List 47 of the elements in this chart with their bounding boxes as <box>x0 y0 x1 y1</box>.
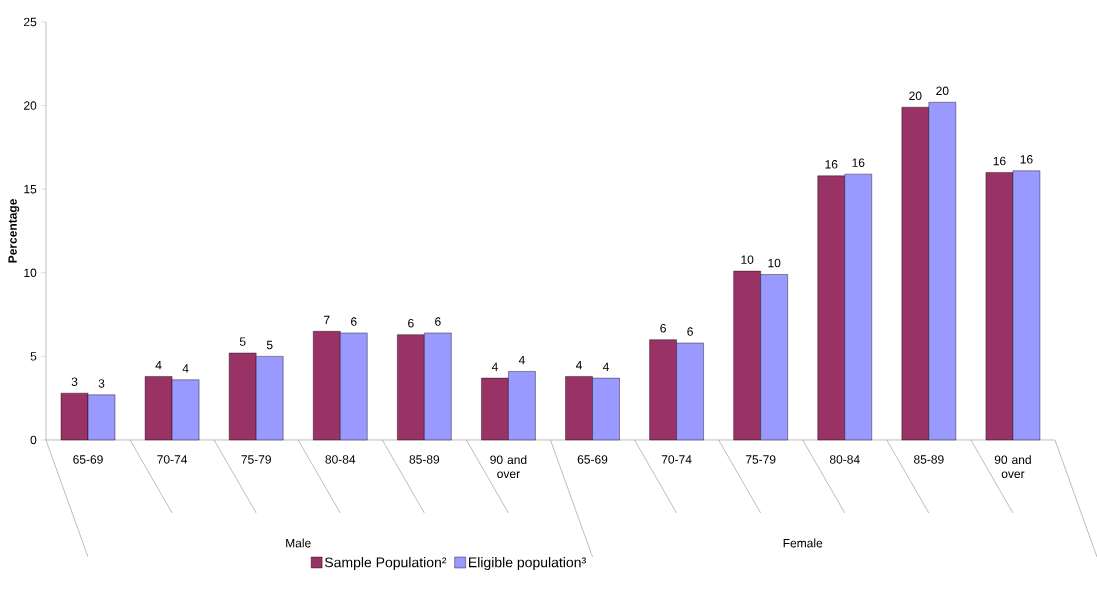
data-label: 20 <box>909 91 922 101</box>
data-label: 7 <box>324 315 330 325</box>
y-axis-title: Percentage <box>8 199 20 263</box>
data-label: 6 <box>687 327 693 336</box>
data-label: 6 <box>435 317 441 326</box>
text: Male <box>286 538 311 548</box>
data-label: 5 <box>266 340 273 350</box>
y-tick-label: 0 <box>30 435 37 445</box>
data-label: 16 <box>993 156 1006 166</box>
legend-label: Sample Population² <box>324 557 447 571</box>
data-label: 4 <box>491 362 498 371</box>
x-tick-label: 75-79 <box>745 455 776 464</box>
data-label: 10 <box>768 258 781 268</box>
data-label: 6 <box>408 318 414 328</box>
x-tick-label: 85-89 <box>914 455 944 464</box>
x-tick-label: 90 and over <box>994 455 1031 479</box>
y-tick-label: 10 <box>24 268 37 278</box>
x-tick-label: 70-74 <box>661 455 692 464</box>
data-label: 16 <box>852 158 865 167</box>
data-label: 6 <box>660 323 666 333</box>
y-tick-label: 25 <box>24 17 37 27</box>
data-label: 16 <box>825 160 838 169</box>
x-tick-label: 85-89 <box>409 455 440 464</box>
data-label: 20 <box>936 86 949 96</box>
y-tick-label: 20 <box>24 101 37 110</box>
data-label: 4 <box>155 361 162 370</box>
data-label: 16 <box>1020 155 1033 164</box>
data-label: 3 <box>98 379 105 388</box>
text: Female <box>783 538 823 548</box>
data-label: 4 <box>602 362 609 371</box>
y-tick-label: 5 <box>30 352 37 361</box>
x-tick-label: 70-74 <box>157 455 188 464</box>
x-tick-label: 80-84 <box>325 455 356 464</box>
x-tick-label: 90 and over <box>490 455 527 479</box>
data-label: 3 <box>71 377 78 386</box>
data-label: 6 <box>351 317 357 326</box>
x-tick-label: 80-84 <box>829 455 860 464</box>
data-label: 5 <box>239 337 246 346</box>
data-label: 4 <box>575 361 582 370</box>
x-tick-label: 65-69 <box>577 455 608 464</box>
y-tick-label: 15 <box>24 185 37 194</box>
data-label: 4 <box>518 355 525 365</box>
x-tick-label: 65-69 <box>73 455 103 464</box>
x-tick-label: 75-79 <box>241 455 271 464</box>
data-label: 10 <box>741 255 754 264</box>
data-label: 4 <box>182 364 189 373</box>
legend-label: Eligible population³ <box>469 557 586 571</box>
